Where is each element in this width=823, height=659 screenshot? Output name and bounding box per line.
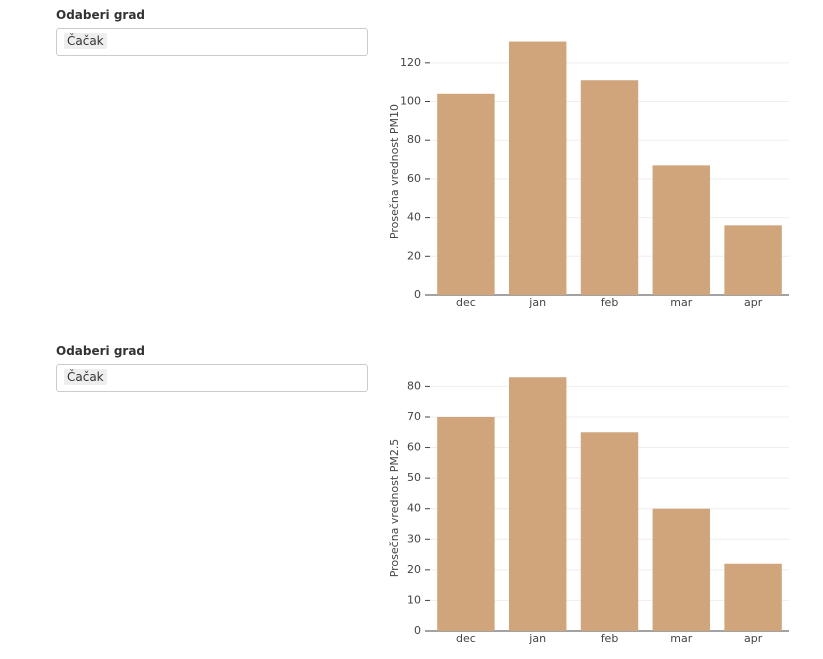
x-tick-label: mar <box>670 632 692 645</box>
x-tick-label: dec <box>456 632 476 645</box>
x-tick-label: feb <box>601 632 619 645</box>
y-tick-label: 40 <box>407 502 421 515</box>
y-tick-label: 100 <box>400 95 421 108</box>
bar <box>437 93 495 295</box>
city-select[interactable]: Čačak <box>56 28 368 56</box>
bar <box>437 416 495 631</box>
y-tick-label: 0 <box>414 288 421 301</box>
y-tick-label: 0 <box>414 624 421 637</box>
x-tick-label: jan <box>528 296 546 309</box>
selected-city: Čačak <box>64 369 107 385</box>
bar <box>580 432 639 631</box>
x-tick-label: dec <box>456 296 476 309</box>
y-tick-label: 60 <box>407 172 421 185</box>
select-label: Odaberi grad <box>56 344 146 358</box>
x-tick-label: jan <box>528 632 546 645</box>
y-tick-label: 70 <box>407 410 421 423</box>
city-select[interactable]: Čačak <box>56 364 368 392</box>
y-tick-label: 40 <box>407 211 421 224</box>
bar <box>724 225 782 295</box>
y-tick-label: 10 <box>407 593 421 606</box>
select-label: Odaberi grad <box>56 8 146 22</box>
y-axis-title: Prosečna vrednost PM2.5 <box>388 439 401 578</box>
y-tick-label: 50 <box>407 471 421 484</box>
y-tick-label: 120 <box>400 56 421 69</box>
y-tick-label: 80 <box>407 133 421 146</box>
selected-city: Čačak <box>64 33 107 49</box>
x-tick-label: apr <box>744 296 763 309</box>
y-tick-label: 60 <box>407 441 421 454</box>
x-tick-label: mar <box>670 296 692 309</box>
x-tick-label: apr <box>744 632 763 645</box>
bar <box>508 41 567 295</box>
bar <box>724 563 782 631</box>
x-tick-label: feb <box>601 296 619 309</box>
bar <box>652 508 711 631</box>
y-axis-title: Prosečna vrednost PM10 <box>388 104 401 239</box>
bar <box>508 377 567 631</box>
bar <box>652 165 711 295</box>
y-tick-label: 20 <box>407 563 421 576</box>
bar <box>580 80 639 295</box>
y-tick-label: 30 <box>407 532 421 545</box>
y-tick-label: 80 <box>407 379 421 392</box>
y-tick-label: 20 <box>407 249 421 262</box>
